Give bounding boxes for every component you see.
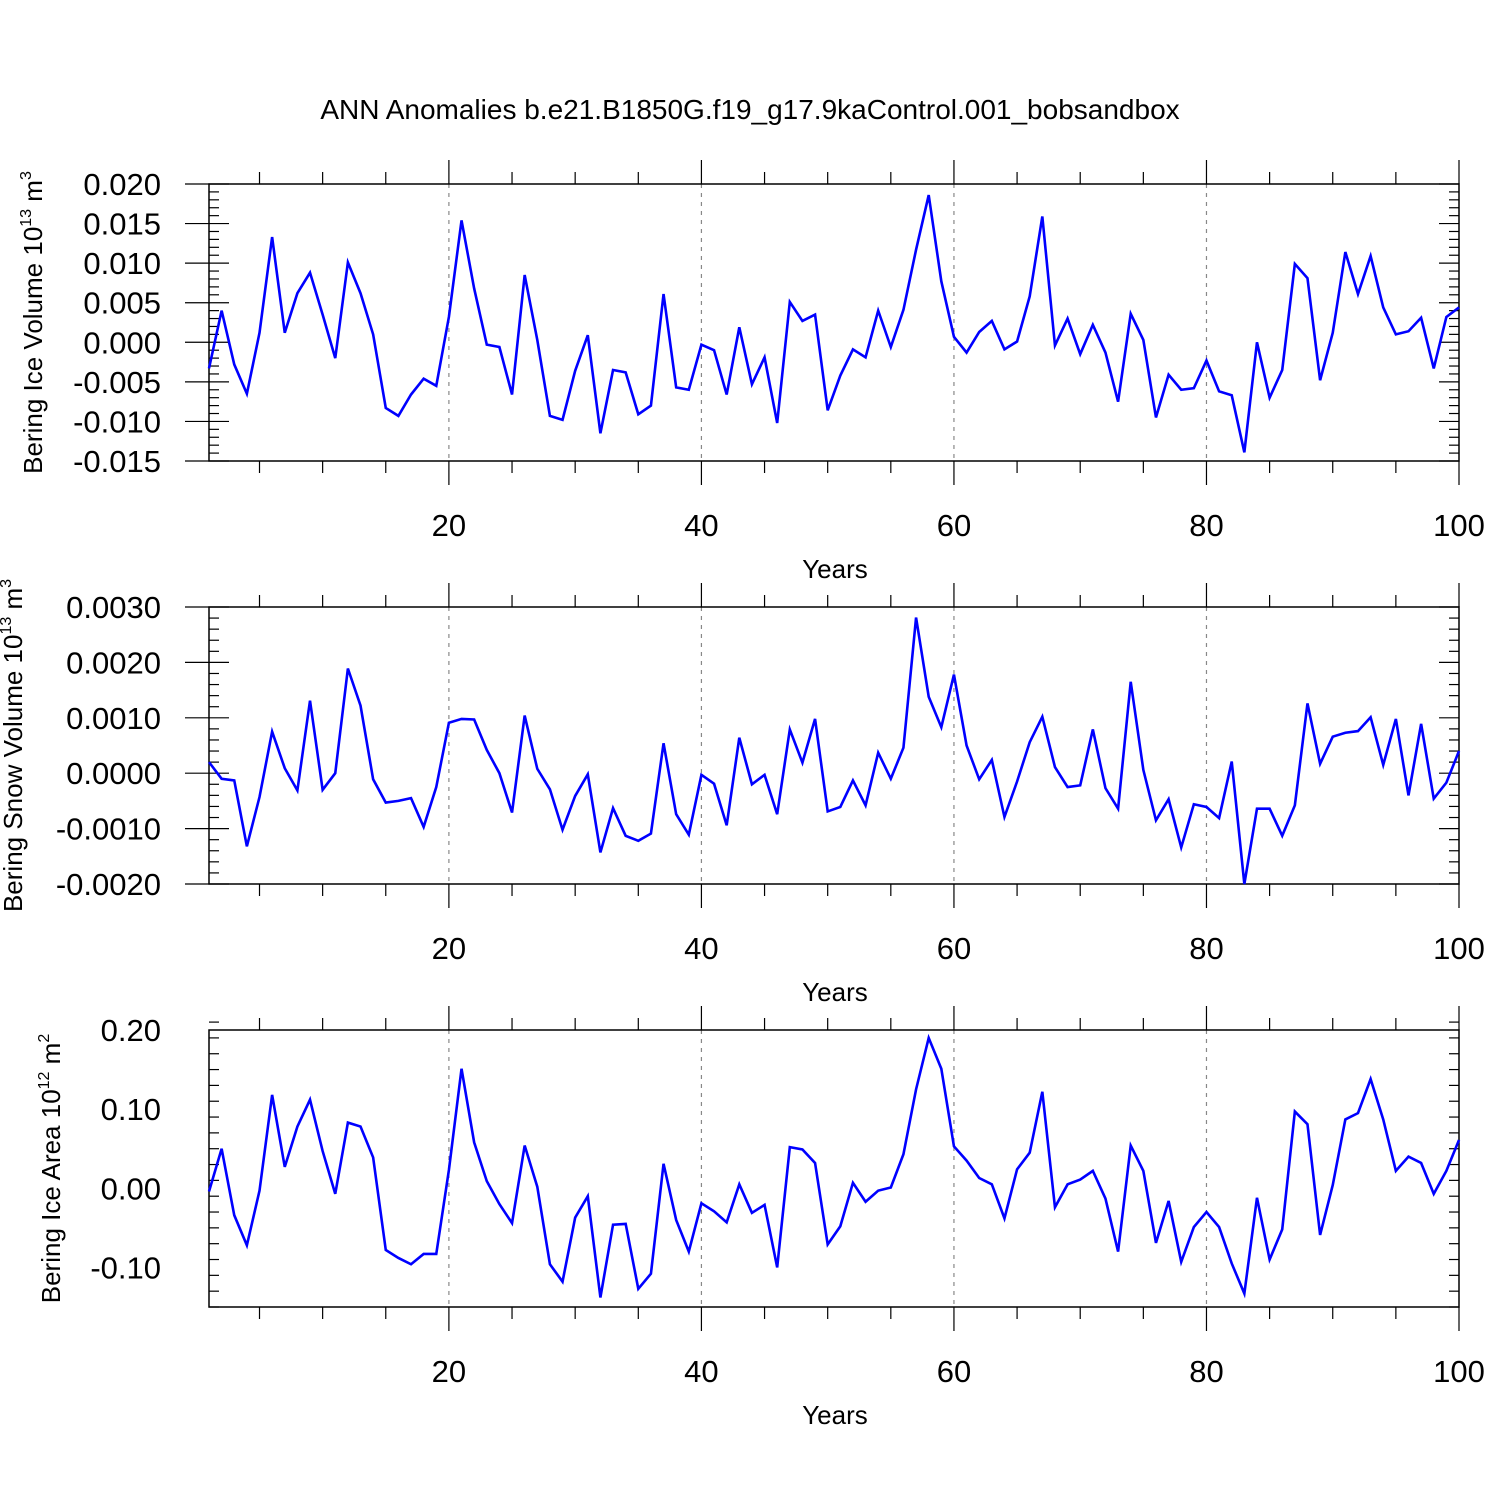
data-points [208, 1037, 1460, 1299]
y-label-unit: m [36, 1043, 66, 1072]
plot-frame [208, 1029, 1460, 1308]
y-label-unit-exponent: 2 [36, 1034, 53, 1043]
y-label-unit: m [18, 180, 48, 209]
chart-panel-3: -0.10 0.00 0.10 0.20 20 40 60 80 100 Years Bering … [36, 1006, 1485, 1430]
y-tick-label: 0.010 [83, 246, 161, 281]
data-points [208, 616, 1460, 885]
y-tick-label: 0.0000 [66, 756, 161, 791]
panels-container: -0.015 -0.010 -0.005 0.000 0.005 0.010 0.015 0.… [0, 160, 1485, 1430]
x-tick-label: 80 [1189, 508, 1223, 543]
y-label-exponent: 13 [0, 617, 15, 635]
x-tick-label: 60 [937, 508, 971, 543]
y-tick-label: -0.0010 [56, 812, 161, 847]
y-tick-label: 0.0020 [66, 645, 161, 680]
series-line [207, 617, 1461, 885]
figure-title: ANN Anomalies b.e21.B1850G.f19_g17.9kaCo… [320, 94, 1179, 125]
x-tick-label: 20 [432, 1354, 466, 1389]
y-tick-label: 0.020 [83, 167, 161, 202]
y-tick-label: -0.010 [73, 404, 161, 439]
y-tick-label: 0.00 [101, 1171, 161, 1206]
y-label-unit-exponent: 3 [0, 579, 15, 588]
y-tick-label: 0.0030 [66, 590, 161, 625]
x-tick-label: 20 [432, 508, 466, 543]
x-axis-label: Years [802, 977, 868, 1007]
y-axis-label: Bering Ice Volume 1013 m3 [18, 171, 48, 474]
y-tick-label: 0.20 [101, 1013, 161, 1048]
y-axis-label: Bering Ice Area 1012 m2 [36, 1034, 66, 1304]
x-tick-label: 100 [1433, 508, 1485, 543]
plot-frame [208, 606, 1460, 885]
series-line [207, 1033, 1461, 1299]
x-axis-label: Years [802, 1400, 868, 1430]
y-label-main: Bering Ice Volume 10 [18, 227, 48, 474]
y-tick-label: 0.10 [101, 1092, 161, 1127]
x-tick-label: 20 [432, 931, 466, 966]
x-tick-label: 80 [1189, 931, 1223, 966]
x-tick-label: 80 [1189, 1354, 1223, 1389]
y-label-exponent: 12 [36, 1071, 53, 1089]
x-tick-label: 40 [684, 1354, 718, 1389]
y-tick-label: -0.0020 [56, 867, 161, 902]
y-tick-label: 0.000 [83, 325, 161, 360]
y-label-unit: m [0, 588, 28, 617]
y-label-exponent: 13 [18, 209, 35, 227]
x-tick-label: 40 [684, 931, 718, 966]
y-tick-label: 0.005 [83, 286, 161, 321]
y-tick-label: -0.10 [90, 1250, 161, 1285]
x-tick-label: 40 [684, 508, 718, 543]
x-tick-label: 60 [937, 1354, 971, 1389]
y-axis-label: Bering Snow Volume 1013 m3 [0, 579, 28, 912]
chart-panel-1: -0.015 -0.010 -0.005 0.000 0.005 0.010 0.015 0.… [18, 160, 1485, 584]
y-label-main: Bering Ice Area 10 [36, 1089, 66, 1303]
y-label-main: Bering Snow Volume 10 [0, 635, 28, 913]
y-tick-label: -0.005 [73, 365, 161, 400]
plot-frame [208, 183, 1460, 462]
y-label-unit-exponent: 3 [18, 171, 35, 180]
x-axis-label: Years [802, 554, 868, 584]
x-tick-label: 100 [1433, 1354, 1485, 1389]
chart-panel-2: -0.0020 -0.0010 0.0000 0.0010 0.0020 0.0030 20… [0, 579, 1485, 1007]
x-tick-label: 60 [937, 931, 971, 966]
y-tick-label: 0.0010 [66, 701, 161, 736]
y-tick-label: 0.015 [83, 207, 161, 242]
x-tick-label: 100 [1433, 931, 1485, 966]
series-line [207, 194, 1460, 453]
y-tick-label: -0.015 [73, 444, 161, 479]
